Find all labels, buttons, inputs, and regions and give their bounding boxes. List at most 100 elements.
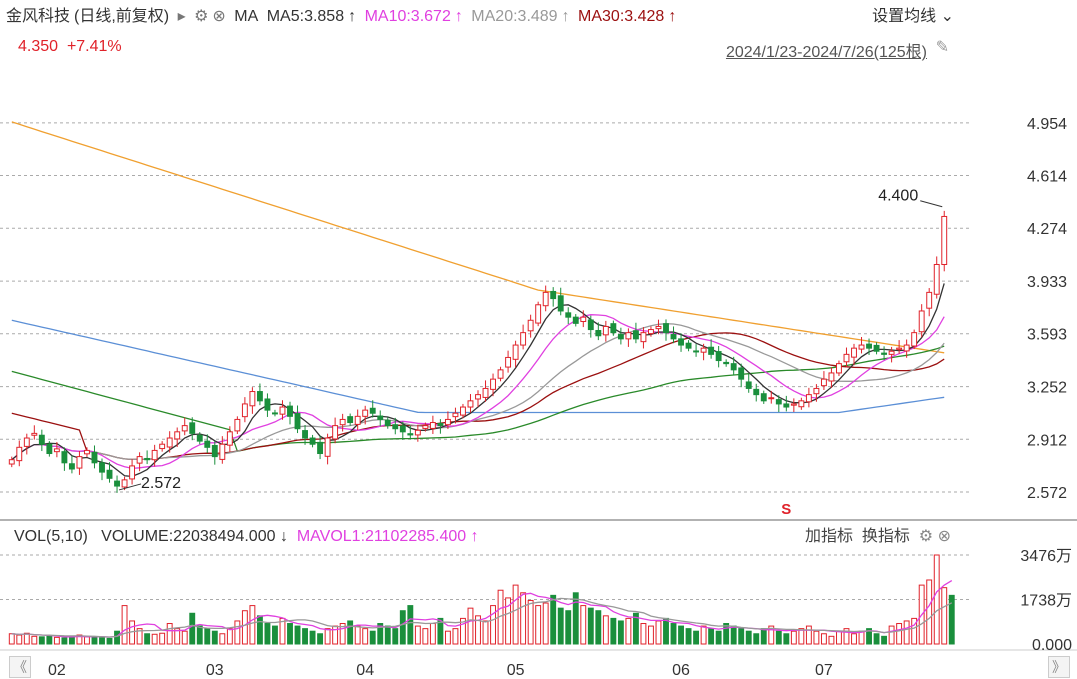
volume-bar: [31, 635, 38, 645]
period-label[interactable]: (日线,前复权): [74, 8, 170, 25]
candle-body: [407, 433, 414, 436]
candle-body: [738, 367, 745, 380]
candle-body: [941, 215, 948, 265]
candle-body: [68, 463, 75, 470]
ma20-arrow: ↑: [561, 8, 570, 25]
volume-bar: [535, 605, 542, 645]
candle-body: [708, 346, 715, 355]
candle-body: [520, 332, 527, 346]
candle-body: [234, 418, 241, 432]
candle-body: [911, 332, 918, 347]
volume-bar: [760, 628, 767, 645]
ma10-line: [11, 314, 945, 470]
volume-bar: [317, 633, 324, 645]
candle-body: [279, 406, 286, 415]
gear-icon[interactable]: ⚙: [918, 528, 934, 545]
volume-bar: [715, 630, 722, 645]
candle-body: [572, 316, 579, 324]
candle-body: [926, 291, 933, 309]
volume-bar: [264, 623, 271, 645]
month-label: 04: [356, 662, 374, 679]
volume-bar: [121, 605, 128, 645]
candle-body: [896, 347, 903, 350]
volume-bar: [452, 628, 459, 645]
candle-body: [354, 415, 361, 425]
scroll-right-button[interactable]: 》: [1048, 656, 1070, 678]
candle-body: [38, 434, 45, 445]
volume-bar: [527, 599, 534, 645]
y-tick-label: 3.593: [1027, 327, 1067, 344]
candle-body: [106, 469, 113, 479]
candle-body: [745, 381, 752, 389]
volume-bar: [813, 630, 820, 645]
candle-body: [339, 418, 346, 426]
candle-body: [723, 361, 730, 365]
volume-tick-label: 1738万: [1020, 593, 1072, 610]
pin-icon[interactable]: ✎: [935, 39, 949, 56]
chart-header: 金风科技 (日线,前复权) ▸ ⚙ ⊗ MA MA5:3.858 ↑ MA10:3.6…: [6, 6, 680, 28]
annotation-arrow: [118, 483, 142, 491]
candle-body: [836, 363, 842, 374]
y-tick-label: 4.274: [1027, 221, 1067, 238]
candle-body: [16, 446, 23, 462]
candle-body: [828, 372, 835, 382]
ma-settings-label: 设置均线: [872, 8, 937, 25]
volume-tools: 加指标 换指标 ⚙ ⊗: [805, 526, 951, 548]
candle-body: [384, 419, 391, 427]
candle-body: [610, 323, 617, 334]
ma60-line: [11, 345, 945, 453]
candle-body: [226, 431, 233, 446]
volume-bar: [745, 630, 752, 645]
ma120-line: [11, 319, 945, 414]
candle-body: [460, 406, 466, 416]
y-tick-label: 3.252: [1027, 380, 1067, 397]
volume-bar: [166, 623, 173, 645]
candle-body: [467, 400, 474, 408]
candle-body: [181, 425, 188, 432]
candle-body: [625, 332, 632, 340]
volume-bar: [8, 633, 15, 645]
candle-body: [377, 415, 384, 420]
volume-bar: [196, 625, 203, 645]
volume-bar: [84, 636, 90, 645]
volume-bar: [550, 594, 557, 645]
candle-body: [414, 429, 421, 436]
stock-name[interactable]: 金风科技: [6, 8, 71, 25]
volume-bar: [241, 610, 248, 645]
volume-bar: [429, 623, 436, 645]
ma250-line: [11, 121, 945, 354]
close-icon[interactable]: ⊗: [937, 528, 951, 545]
candle-body: [843, 353, 850, 363]
candle-body: [557, 295, 564, 312]
ma10-value: MA10:3.672: [364, 8, 451, 25]
volume-bar: [332, 625, 339, 645]
candle-body: [805, 394, 812, 403]
candle-body: [211, 444, 218, 458]
volume-bar: [460, 617, 466, 645]
scroll-left-button[interactable]: 《: [9, 656, 31, 678]
volume-bar: [881, 635, 888, 645]
add-indicator-button[interactable]: 加指标: [804, 528, 853, 545]
ma5-line: [11, 283, 945, 478]
candle-body: [565, 312, 572, 318]
volume-bar: [663, 617, 669, 645]
volume-bar: [903, 620, 910, 645]
switch-indicator-button[interactable]: 换指标: [861, 528, 910, 545]
volume-bar: [414, 625, 421, 645]
expand-icon[interactable]: ▸: [177, 8, 186, 25]
volume-bar: [723, 623, 730, 645]
volume-bar: [866, 628, 872, 645]
volume-bar: [302, 628, 308, 645]
close-icon[interactable]: ⊗: [212, 8, 226, 25]
volume-bar: [392, 628, 399, 645]
candle-body: [580, 316, 587, 323]
candle-body: [347, 416, 354, 424]
volume-bar: [933, 554, 940, 645]
gear-icon[interactable]: ⚙: [194, 8, 209, 25]
candle-body: [685, 342, 692, 349]
ma-settings-button[interactable]: 设置均线 ⌄: [872, 6, 954, 28]
y-tick-label: 3.933: [1027, 274, 1067, 291]
date-range[interactable]: 2024/1/23-2024/7/26(125根): [726, 38, 927, 62]
volume-bar: [159, 632, 166, 645]
